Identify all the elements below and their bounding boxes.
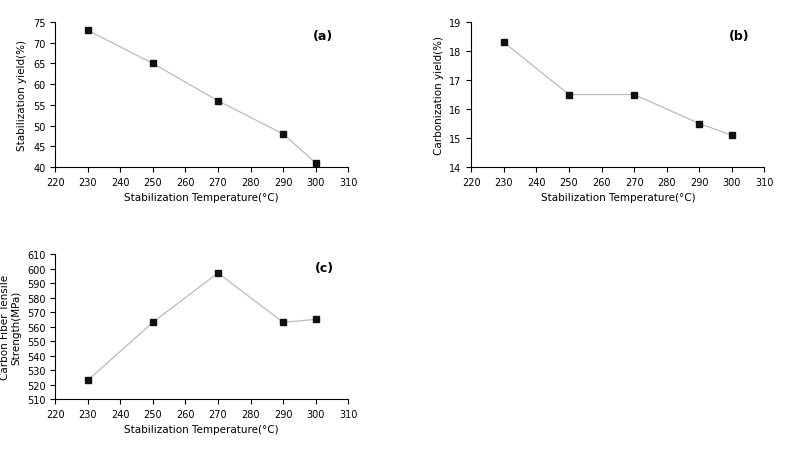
Text: (b): (b) [729,30,749,43]
Y-axis label: Carbonization yield(%): Carbonization yield(%) [433,36,444,155]
X-axis label: Stabilization Temperature(°C): Stabilization Temperature(°C) [541,193,695,203]
X-axis label: Stabilization Temperature(°C): Stabilization Temperature(°C) [125,425,279,435]
Text: (a): (a) [314,30,333,43]
X-axis label: Stabilization Temperature(°C): Stabilization Temperature(°C) [125,193,279,203]
Y-axis label: Stabilization yield(%): Stabilization yield(%) [17,40,28,151]
Text: (c): (c) [314,262,333,275]
Y-axis label: Carbon Fiber Tensile
Strength(MPa): Carbon Fiber Tensile Strength(MPa) [0,274,21,380]
